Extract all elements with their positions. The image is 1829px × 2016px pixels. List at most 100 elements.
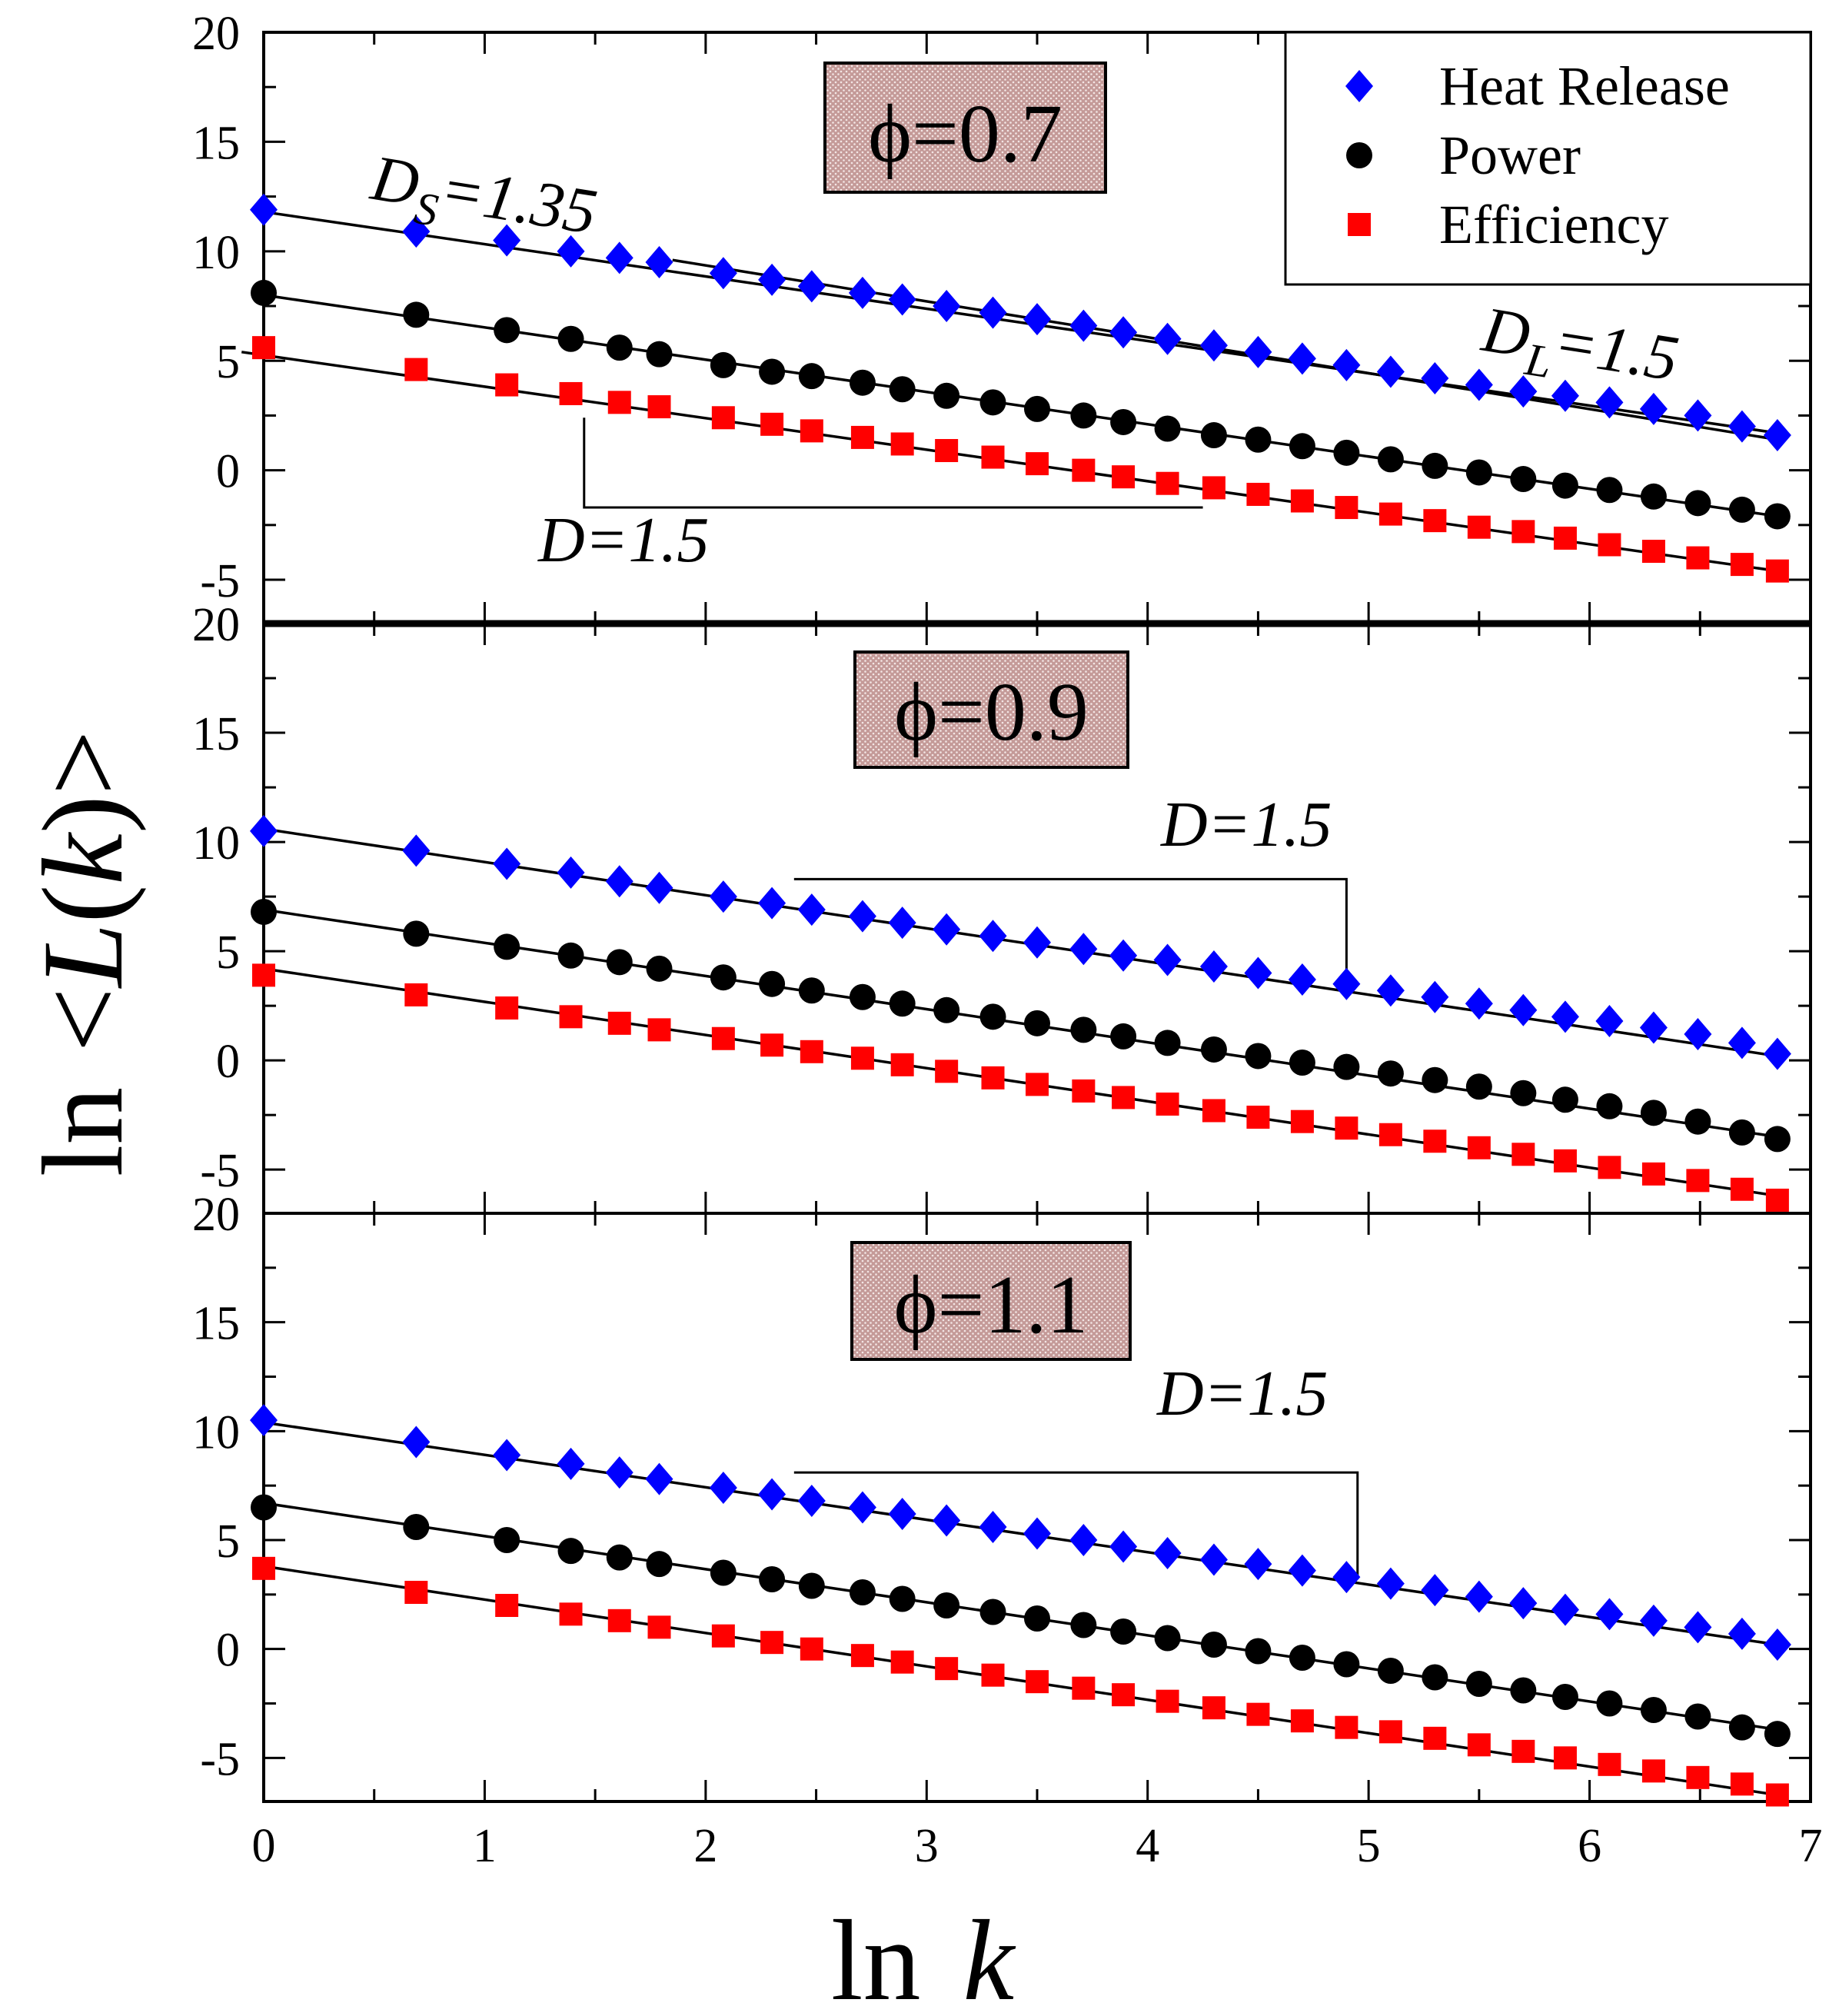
x-tick-label: 4 <box>1136 1820 1159 1872</box>
circle-marker <box>1465 1073 1492 1100</box>
square-marker <box>1686 546 1710 570</box>
diamond-marker <box>557 856 585 889</box>
y-tick-label: 0 <box>216 1036 240 1088</box>
circle-marker <box>1289 1645 1315 1671</box>
slope-annotation: DS=1.35 <box>364 142 602 261</box>
square-marker <box>800 419 823 443</box>
square-marker <box>1511 1143 1535 1166</box>
square-marker <box>890 1053 914 1076</box>
circle-marker <box>1377 1658 1404 1684</box>
slope-guide <box>793 877 1348 986</box>
diamond-marker <box>1421 980 1449 1013</box>
diamond-marker <box>1023 1517 1051 1550</box>
square-marker <box>1730 553 1754 577</box>
circle-marker <box>1024 1605 1050 1632</box>
circle-marker <box>1024 395 1050 422</box>
series-power <box>251 279 1791 530</box>
y-tick-label: 10 <box>192 817 240 870</box>
square-marker <box>850 1046 874 1070</box>
diamond-marker <box>848 900 876 933</box>
square-marker <box>1026 452 1049 476</box>
square-marker <box>1686 1169 1710 1193</box>
y-tick-label: -5 <box>200 1145 240 1197</box>
square-marker <box>1156 1689 1179 1713</box>
square-marker <box>935 438 959 462</box>
diamond-marker <box>1069 1524 1098 1556</box>
diamond-marker <box>605 865 633 898</box>
panel-title: ϕ=0.9 <box>894 667 1089 758</box>
slope-guide <box>583 418 1203 509</box>
diamond-marker <box>1376 355 1405 388</box>
x-tick-label: 2 <box>693 1820 717 1872</box>
diamond-marker <box>402 834 431 867</box>
square-marker <box>711 406 735 430</box>
y-axis-label-open-paren: ( <box>19 885 147 923</box>
panel-title-box <box>853 650 1129 769</box>
square-marker <box>647 1018 671 1042</box>
square-marker <box>559 381 583 405</box>
square-marker <box>850 425 874 449</box>
square-marker <box>1765 559 1789 583</box>
square-marker <box>1641 1759 1665 1783</box>
diamond-marker <box>1465 1580 1493 1613</box>
circle-marker <box>979 389 1006 416</box>
circle-marker <box>557 325 584 352</box>
y-tick-label: 20 <box>192 599 240 651</box>
diamond-marker <box>979 1511 1007 1543</box>
circle-marker <box>1110 408 1137 435</box>
square-marker <box>981 1066 1005 1090</box>
circle-marker <box>1200 1632 1227 1658</box>
square-marker <box>1202 1099 1225 1123</box>
y-tick-label: -5 <box>200 555 240 607</box>
diamond-marker <box>848 276 876 309</box>
diamond-marker <box>493 847 521 880</box>
square-marker <box>1290 1109 1314 1133</box>
square-marker <box>1378 1123 1402 1146</box>
circle-marker <box>1728 496 1755 523</box>
diamond-marker <box>979 920 1007 953</box>
y-tick-label: 10 <box>192 227 240 279</box>
circle-marker <box>1377 1060 1404 1087</box>
y-tick-label: 0 <box>216 1625 240 1677</box>
square-marker <box>1686 1765 1710 1789</box>
circle-marker <box>494 1527 520 1553</box>
circle-marker <box>798 977 825 1004</box>
diamond-marker <box>933 290 961 323</box>
diamond-marker <box>1728 410 1756 443</box>
square-marker <box>1467 1136 1491 1159</box>
diamond-marker <box>933 1504 961 1537</box>
diamond-marker <box>1551 379 1579 412</box>
circle-marker <box>606 949 633 976</box>
square-marker <box>252 963 275 987</box>
y-tick-label: 5 <box>216 336 240 388</box>
y-tick-label: 10 <box>192 1406 240 1459</box>
diamond-marker <box>1332 967 1361 1000</box>
circle-marker <box>1510 466 1537 493</box>
panel-2: -5 0 5 10 15 20 ϕ=0.9 D=1.5 <box>192 599 1812 1215</box>
square-marker <box>559 1005 583 1029</box>
square-marker <box>850 1644 874 1668</box>
circle-marker <box>1728 1714 1755 1741</box>
square-marker <box>1246 482 1270 506</box>
square-marker <box>404 983 428 1006</box>
square-marker <box>1072 458 1096 482</box>
circle-marker <box>979 1003 1006 1030</box>
diamond-marker <box>1244 1548 1272 1581</box>
diamond-marker <box>979 296 1007 329</box>
series-heat-release <box>250 814 1791 1070</box>
diamond-marker <box>645 246 673 279</box>
diamond-marker <box>1509 375 1538 408</box>
circle-marker <box>1640 1697 1667 1723</box>
circle-marker <box>1510 1677 1537 1704</box>
diamond-marker <box>1421 1574 1449 1607</box>
diamond-marker <box>1244 335 1272 368</box>
square-marker <box>607 1608 631 1632</box>
diamond-marker <box>250 814 278 847</box>
fit-line <box>263 1421 1778 1646</box>
circle-marker <box>1333 1053 1360 1080</box>
annotation-main: D <box>366 142 424 221</box>
square-marker <box>1423 509 1447 533</box>
fit-line <box>263 1565 1778 1797</box>
series-heat-release <box>250 1404 1791 1661</box>
